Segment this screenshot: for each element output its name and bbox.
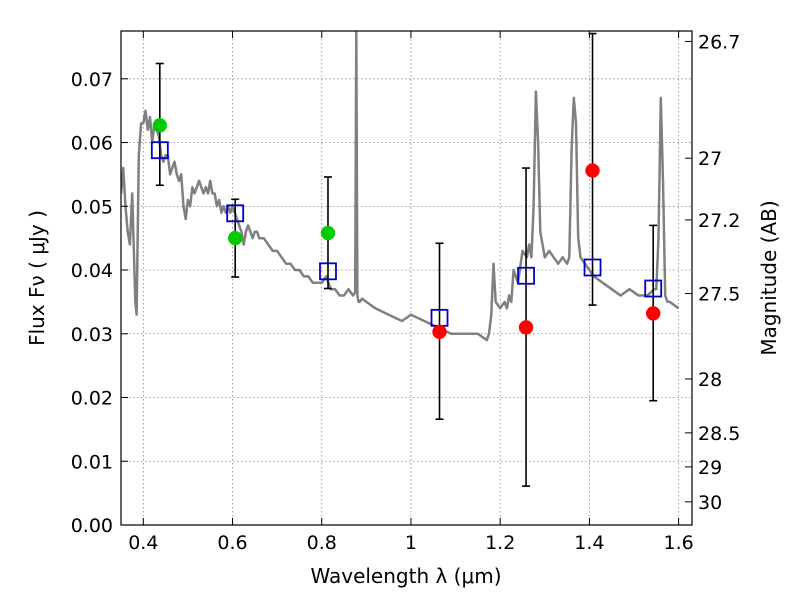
y-tick-label: 0.04 <box>71 260 113 282</box>
x-tick-label: 0.4 <box>128 532 158 554</box>
magnitude-tick-label: 26.7 <box>698 31 740 53</box>
magnitude-tick-label: 27.5 <box>698 284 740 306</box>
filled-circle-marker <box>645 306 661 321</box>
marker-layer <box>150 118 663 340</box>
x-tick-label: 0.6 <box>217 532 247 554</box>
filled-circle-marker <box>320 225 336 241</box>
magnitude-tick-label: 28 <box>698 369 722 391</box>
open-square-marker <box>226 204 245 223</box>
filled-circle-marker <box>585 163 600 178</box>
x-axis-label: Wavelength λ (μm) <box>310 564 501 588</box>
magnitude-tick-label: 29 <box>698 457 722 479</box>
open-square-marker <box>583 258 602 277</box>
x-tick-label: 1.6 <box>664 532 694 554</box>
open-square-marker <box>644 279 663 298</box>
filled-circle-marker <box>432 324 447 340</box>
y-tick-label: 0.02 <box>71 388 113 410</box>
y-tick-label: 0.05 <box>71 196 113 218</box>
filled-circle-marker <box>152 118 168 133</box>
open-square-marker <box>319 262 337 281</box>
y-axis-label: Flux Fν ( μJy ) <box>25 210 49 346</box>
magnitude-tick-label: 30 <box>698 492 722 514</box>
magnitude-tick-label: 28.5 <box>698 423 740 445</box>
magnitude-axis-label: Magnitude (AB) <box>757 200 781 355</box>
x-tick-label: 1 <box>405 532 417 554</box>
filled-circle-marker <box>227 230 243 246</box>
plot-frame <box>120 30 693 526</box>
x-tick-label: 1.2 <box>485 532 515 554</box>
magnitude-tick-label: 27 <box>698 148 722 170</box>
x-tick-label: 0.8 <box>307 532 337 554</box>
model-spectrum-line <box>121 31 680 342</box>
filled-circle-marker <box>518 320 534 335</box>
y-tick-label: 0.01 <box>71 451 113 473</box>
magnitude-tick-label: 27.2 <box>698 210 740 232</box>
plot-area <box>121 31 692 525</box>
y-tick-label: 0.03 <box>71 324 113 346</box>
y-tick-label: 0.06 <box>71 133 113 155</box>
magnitude-axis-ticks: 26.7 27 27.2 27.5 28 28.5 29 30 <box>685 31 740 514</box>
open-square-marker <box>150 141 169 160</box>
y-tick-label: 0.00 <box>71 515 113 537</box>
y-tick-label: 0.07 <box>71 69 113 91</box>
x-axis-ticks: 0.4 0.6 0.8 1 1.2 1.4 1.6 <box>128 31 694 554</box>
spectrum-layer <box>121 31 680 342</box>
x-tick-label: 1.4 <box>574 532 604 554</box>
y-axis-ticks: 0.00 0.01 0.02 0.03 0.04 0.05 0.06 0.07 <box>71 69 128 537</box>
open-square-marker <box>517 266 535 285</box>
